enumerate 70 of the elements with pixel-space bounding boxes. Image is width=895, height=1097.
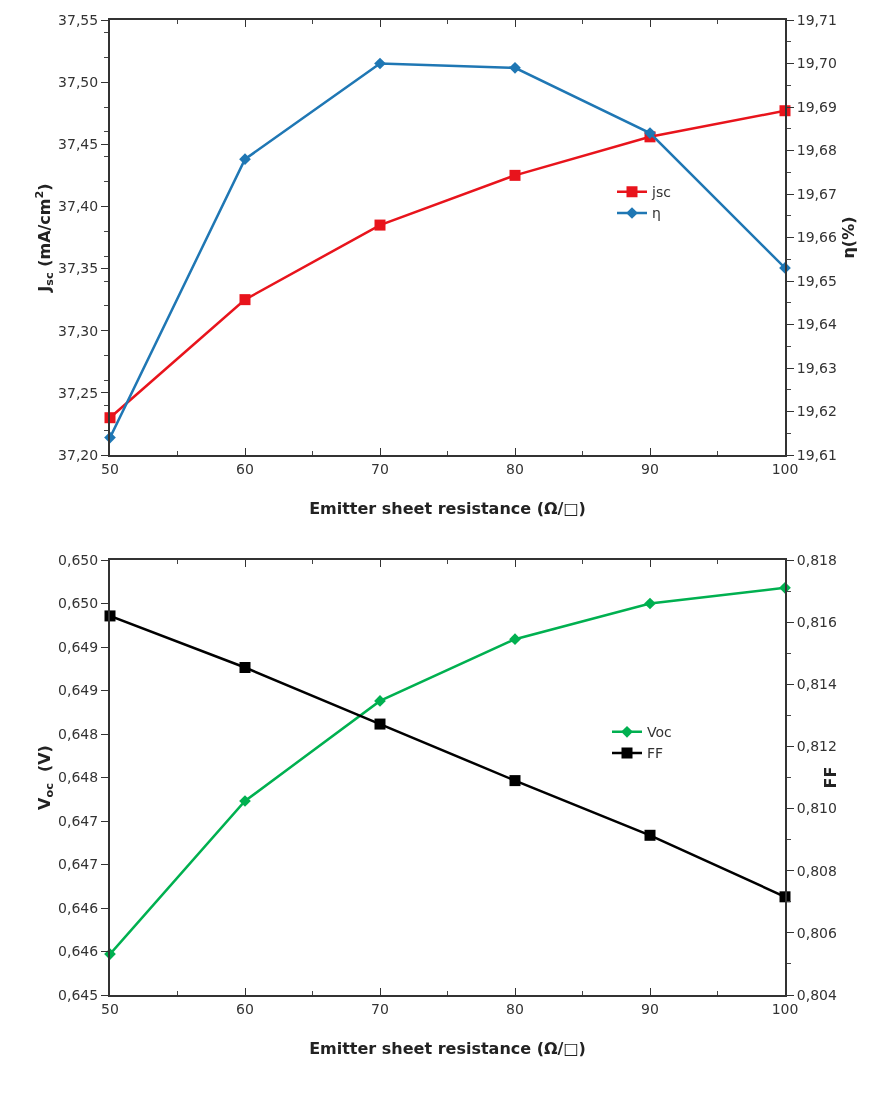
y-tick-label: 0,647 [58,812,99,829]
point [509,775,521,787]
legend-label: Voc [647,724,672,741]
point [644,829,656,841]
x-tick-label: 80 [506,1000,524,1017]
y-tick-label: 37,25 [58,384,99,401]
x-tick-label: 100 [771,460,799,477]
point [239,294,251,306]
x-axis-title: Emitter sheet resistance (Ω/□) [309,499,586,518]
y-tick-label: 0,645 [58,986,99,1003]
legend-label: jsc [651,184,671,201]
y2-tick-label: 19,62 [796,403,837,420]
x-tick-label: 70 [371,460,389,477]
y2-tick-label: 0,808 [796,862,837,879]
x-tick-label: 60 [236,1000,254,1017]
point [239,662,251,674]
y2-axis-title: η(%) [838,216,858,259]
y2-tick-label: 19,66 [796,229,837,246]
y2-tick-label: 0,804 [796,986,837,1003]
y-tick-label: 37,35 [58,260,99,277]
x-tick-label: 90 [641,1000,659,1017]
y-tick-label: 37,50 [58,74,99,91]
y2-tick-label: 19,63 [796,359,837,376]
y-tick-label: 0,646 [58,899,99,916]
x-tick-label: 60 [236,460,254,477]
x-axis-title: Emitter sheet resistance (Ω/□) [309,1039,586,1058]
y2-tick-label: 19,64 [796,316,837,333]
y-tick-label: 0,650 [58,595,99,612]
y-tick-label: 0,647 [58,856,99,873]
y-tick-label: 0,650 [58,551,99,568]
y-tick-label: 37,55 [58,11,99,28]
point [509,62,521,74]
point [374,718,386,730]
y2-tick-label: 19,70 [796,55,837,72]
x-tick-label: 70 [371,1000,389,1017]
y-tick-label: 0,648 [58,769,99,786]
y2-tick-label: 0,818 [796,551,837,568]
x-tick-label: 100 [771,1000,799,1017]
y2-tick-label: 19,69 [796,98,837,115]
y2-tick-label: 0,806 [796,924,837,941]
y2-tick-label: 0,814 [796,676,837,693]
point [374,219,386,231]
y2-tick-label: 0,812 [796,738,837,755]
y-tick-label: 37,40 [58,198,99,215]
point [509,633,521,646]
x-tick-label: 90 [641,460,659,477]
y2-tick-label: 0,810 [796,800,837,817]
x-tick-label: 50 [101,1000,119,1017]
y2-tick-label: 19,67 [796,185,837,202]
y2-tick-label: 19,61 [796,446,837,463]
y-tick-label: 0,646 [58,943,99,960]
y2-tick-label: 0,816 [796,614,837,631]
y2-tick-label: 19,68 [796,142,837,159]
point [644,597,656,610]
y2-axis-title: FF [821,766,840,789]
legend-label: η [652,205,661,222]
x-tick-label: 80 [506,460,524,477]
y-tick-label: 0,649 [58,638,99,655]
y2-tick-label: 19,71 [796,11,837,28]
y-tick-label: 0,648 [58,725,99,742]
y2-tick-label: 19,65 [796,272,837,289]
x-tick-label: 50 [101,460,119,477]
y-tick-label: 37,30 [58,322,99,339]
y-tick-label: 0,649 [58,682,99,699]
point [374,57,386,70]
point [509,169,521,181]
legend-label: FF [647,745,664,762]
point [239,153,251,166]
y-tick-label: 37,20 [58,446,99,463]
y-tick-label: 37,45 [58,136,99,153]
